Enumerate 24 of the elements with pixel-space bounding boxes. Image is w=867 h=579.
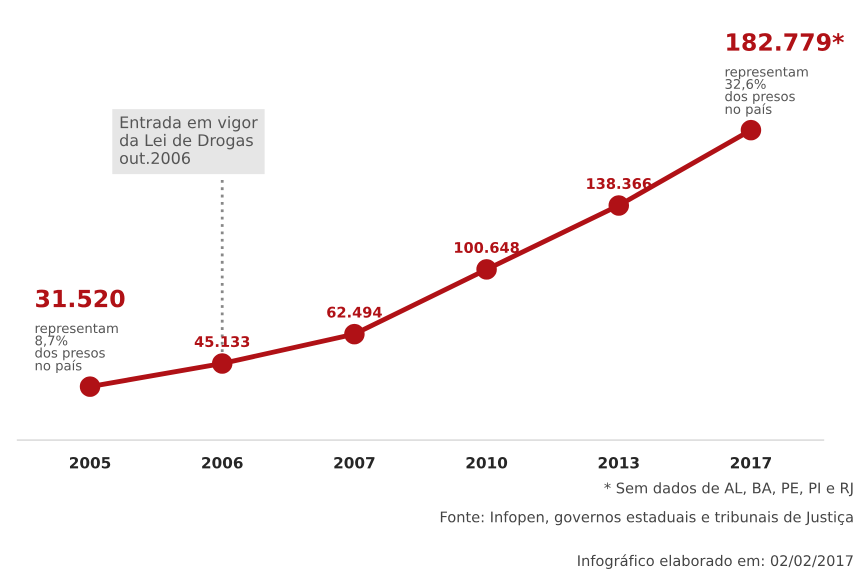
point	[608, 195, 630, 216]
ref-line-label: Entrada em vigor da Lei de Drogas out.2006	[120, 116, 258, 164]
x-tick-label: 2017	[730, 456, 771, 469]
point	[80, 376, 100, 397]
x-tick-label: 2013	[598, 456, 639, 469]
point	[212, 353, 232, 374]
x-tick-label: 2010	[466, 456, 508, 469]
data-label: 62.494	[327, 306, 382, 318]
source-note: Fonte: Infopen, governos estaduais e tribunais de Justiça	[440, 511, 853, 526]
point	[344, 324, 365, 344]
data-label: 182.779*	[727, 33, 844, 51]
x-tick-label: 2005	[70, 456, 110, 469]
annotation: representam 8,7% dos presos no país	[35, 324, 118, 374]
x-tick-label: 2007	[334, 456, 374, 469]
text: * Sem dados de AL, BA, PE, PI e RJ	[604, 482, 853, 496]
point	[476, 259, 497, 280]
x-tick-label: 2006	[202, 456, 243, 469]
data-label: 138.366	[587, 178, 652, 190]
text: Infográfico elaborado em: 02/02/2017	[578, 554, 853, 569]
data-label: 100.648	[455, 242, 519, 254]
point	[740, 120, 762, 140]
data-label: 31.520	[36, 290, 125, 308]
annotation: representam 32,6% dos presos no país	[725, 67, 808, 117]
data-label: 45.133	[194, 336, 250, 348]
